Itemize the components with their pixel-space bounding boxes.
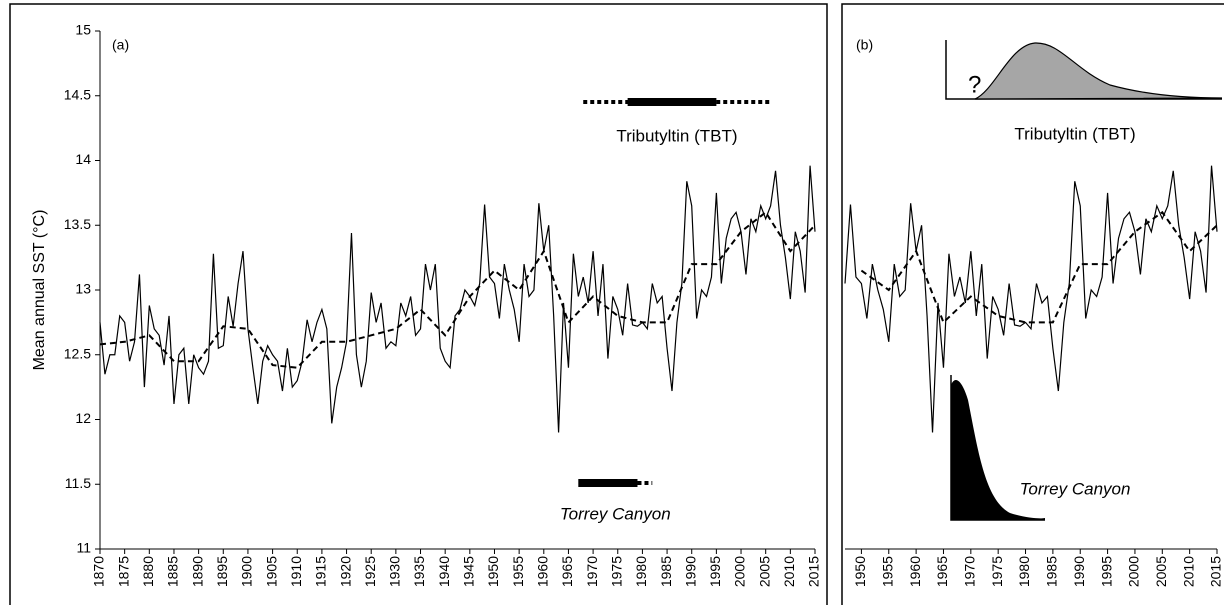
x-tick-label: 1970 [962,556,978,587]
y-tick-label: 13 [75,281,91,297]
x-tick-label: 2015 [806,556,822,587]
x-tick-label: 2000 [732,556,748,587]
annotation: Tributyltin (TBT) [616,126,737,145]
y-tick-label: 14 [75,151,91,167]
tbt-curve [974,42,1223,100]
panel-label: (b) [856,37,873,53]
sst-line [844,165,1218,433]
x-tick-label: 1995 [707,556,723,587]
x-tick-label: 1985 [1044,556,1060,587]
y-axis-title: Mean annual SST (°C) [31,210,48,371]
x-tick-label: 1895 [214,556,230,587]
x-tick-label: 1870 [91,556,107,587]
x-tick-label: 1975 [608,556,624,587]
smoothed-line [99,210,816,369]
x-tick-label: 1930 [387,556,403,587]
x-tick-label: 1925 [362,556,378,587]
panel-frame [841,3,1224,605]
x-tick-label: 1920 [337,556,353,587]
x-tick-label: 2005 [756,556,772,587]
x-tick-label: 1995 [1098,556,1114,587]
annotation: ? [968,71,981,98]
x-tick-label: 1940 [436,556,452,587]
x-tick-label: 1935 [411,556,427,587]
x-tick-label: 1970 [584,556,600,587]
x-tick-label: 1965 [559,556,575,587]
y-tick-label: 14.5 [64,86,91,102]
x-tick-label: 1955 [510,556,526,587]
x-tick-label: 1880 [140,556,156,587]
x-tick-label: 1960 [907,556,923,587]
y-tick-label: 15 [75,22,91,38]
y-tick-label: 11 [76,540,91,556]
x-tick-label: 2010 [1180,556,1196,587]
x-tick-label: 1890 [189,556,205,587]
x-tick-label: 1950 [852,556,868,587]
x-tick-label: 1885 [165,556,181,587]
x-tick-label: 1990 [682,556,698,587]
x-tick-label: 1980 [633,556,649,587]
x-tick-label: 2000 [1126,556,1142,587]
x-tick-label: 1910 [288,556,304,587]
x-tick-label: 1965 [934,556,950,587]
smoothed-line [860,210,1218,325]
x-tick-label: 1950 [485,556,501,587]
annotation: Torrey Canyon [560,504,671,523]
annotation: Tributyltin (TBT) [1014,124,1135,143]
x-tick-label: 1945 [461,556,477,587]
sst-line [99,165,816,433]
y-tick-label: 12.5 [64,345,91,361]
y-tick-label: 13.5 [64,216,91,232]
x-tick-label: 1955 [879,556,895,587]
x-tick-label: 2005 [1153,556,1169,587]
annotation: Torrey Canyon [1020,479,1131,498]
schematic-axis [945,40,1222,100]
x-tick-label: 1915 [313,556,329,587]
x-tick-label: 1980 [1016,556,1032,587]
x-tick-label: 2015 [1208,556,1224,587]
x-tick-label: 1975 [989,556,1005,587]
x-tick-label: 1960 [534,556,550,587]
x-tick-label: 1985 [658,556,674,587]
torrey-curve [951,380,1045,520]
x-tick-label: 1990 [1071,556,1087,587]
x-tick-label: 1905 [263,556,279,587]
y-tick-label: 11.5 [65,475,91,491]
panel-label: (a) [112,37,129,53]
panel-frame [9,3,828,605]
x-tick-label: 2010 [781,556,797,587]
y-tick-label: 12 [75,410,91,426]
x-tick-label: 1900 [239,556,255,587]
x-tick-label: 1875 [115,556,131,587]
